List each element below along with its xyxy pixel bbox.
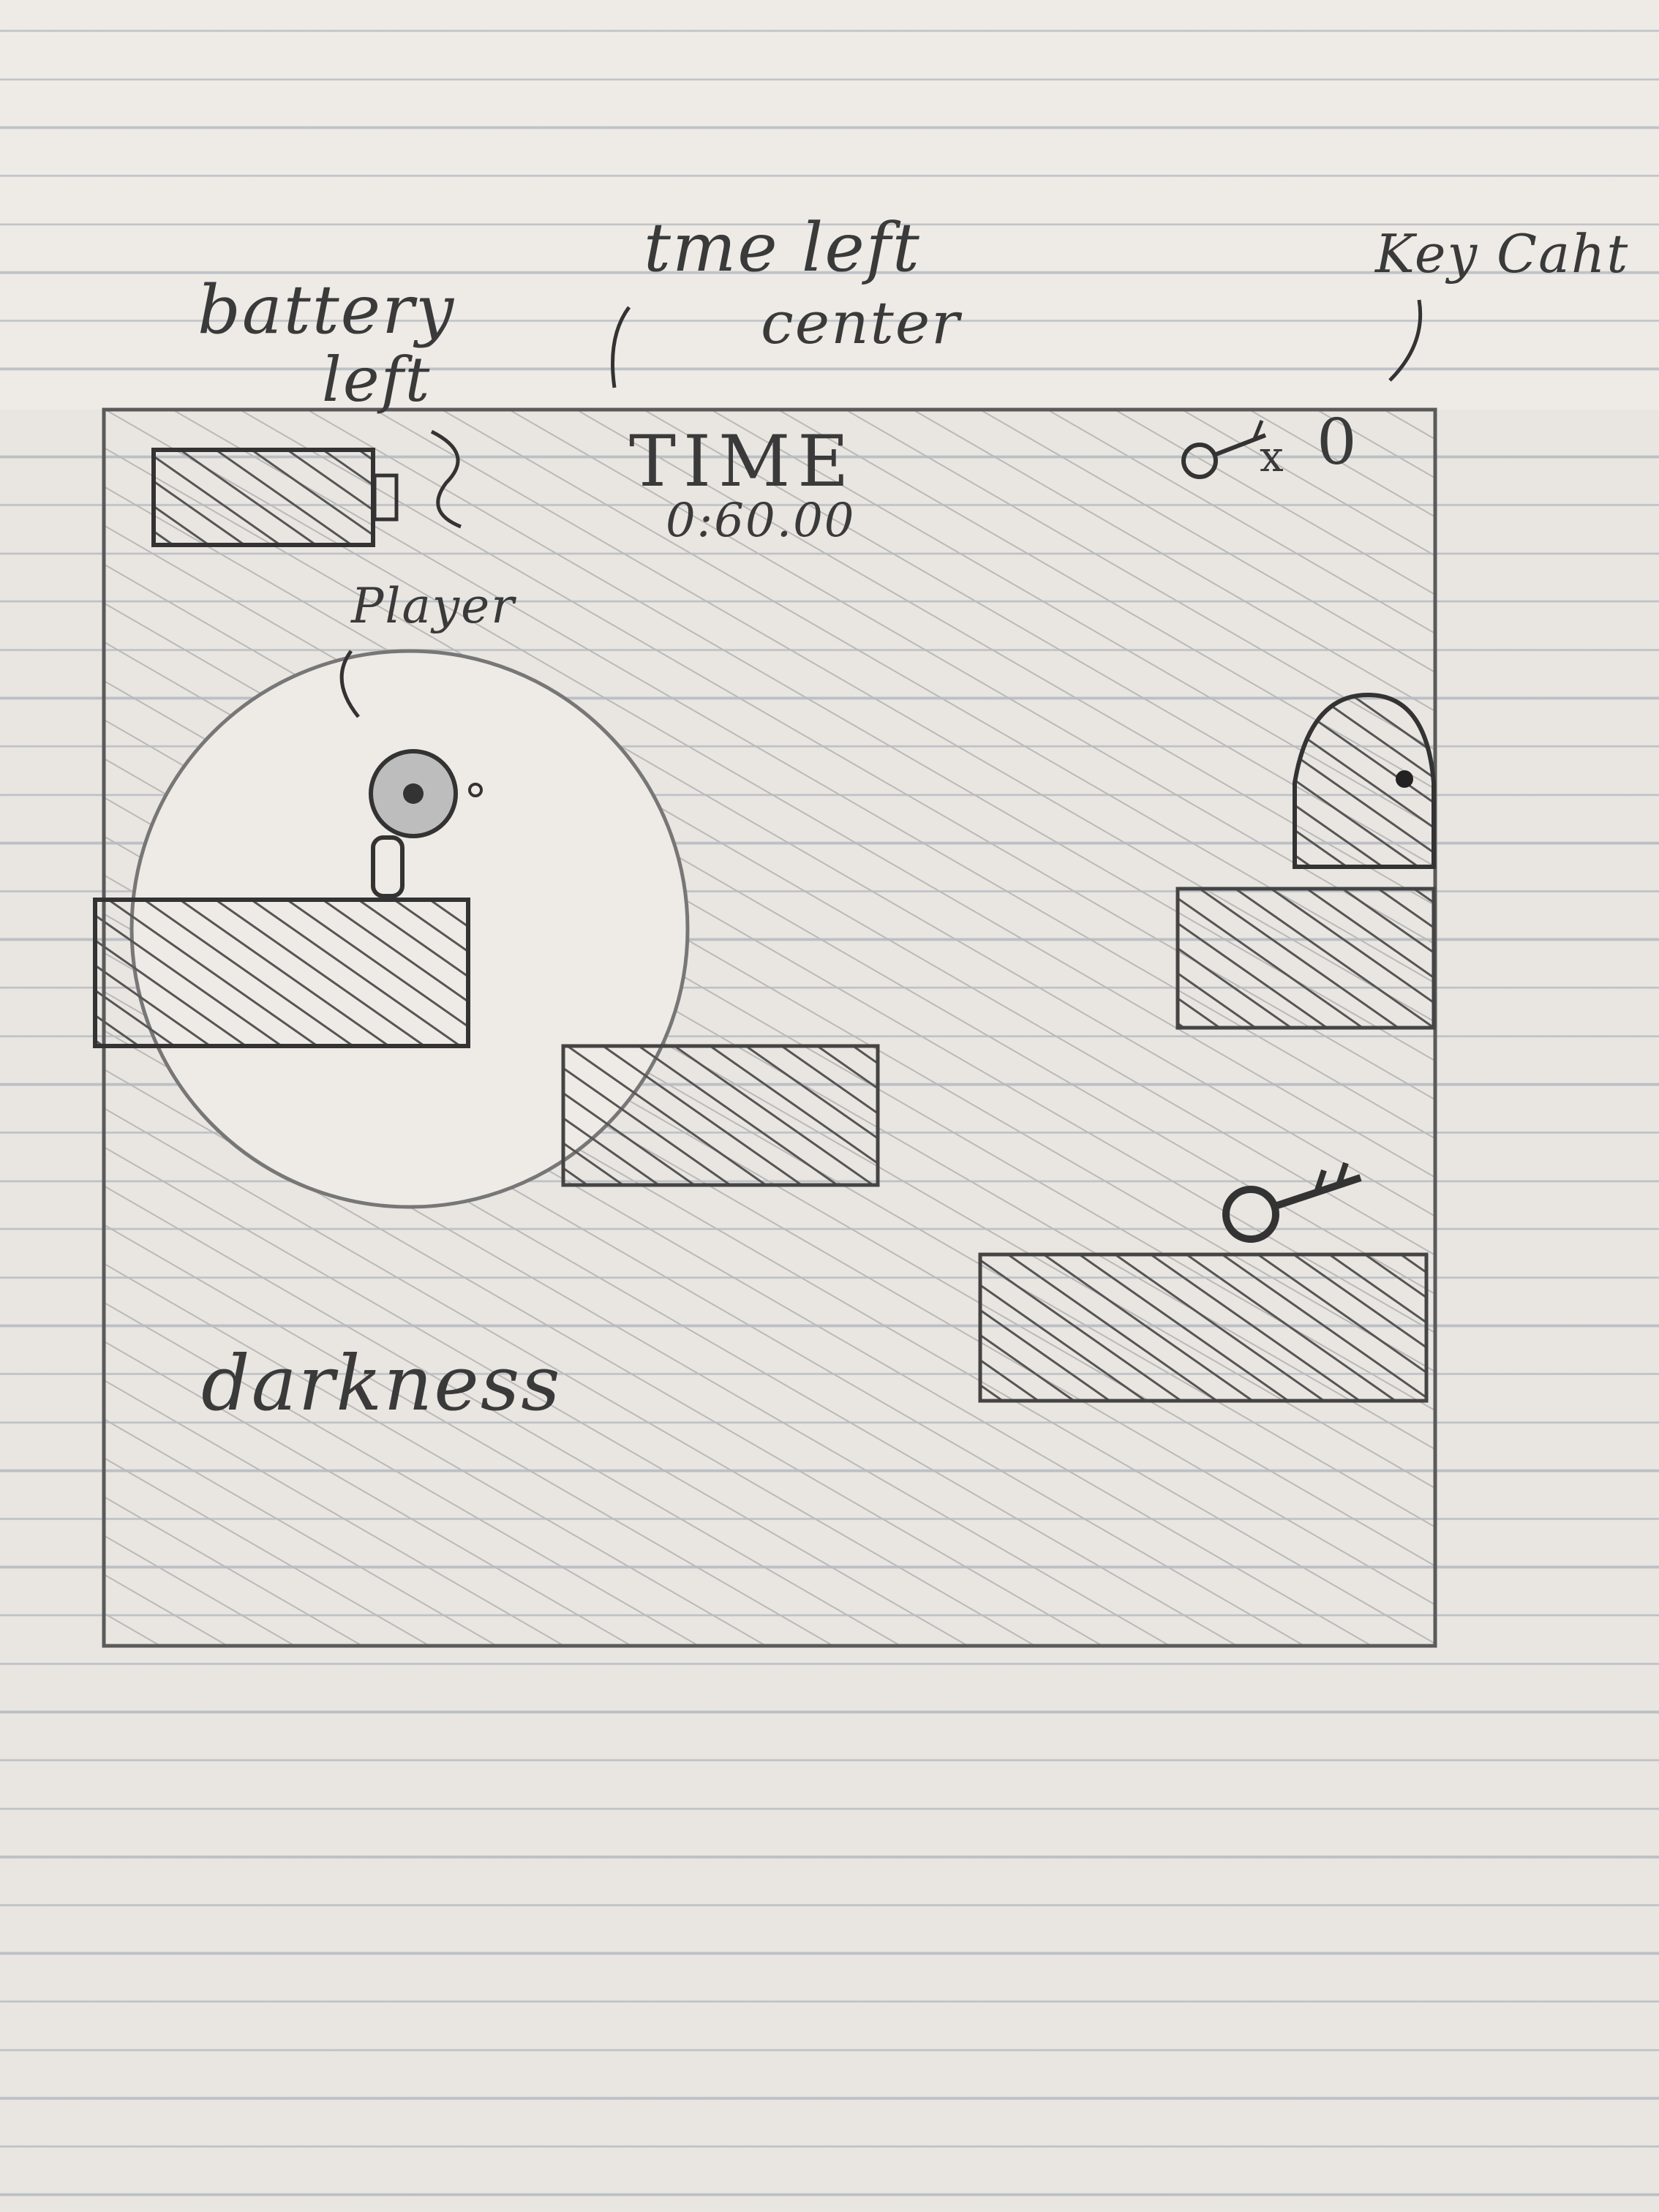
key-count-value: 0 — [1317, 406, 1358, 479]
platform-left — [93, 898, 470, 1048]
door-icon — [1293, 692, 1436, 869]
key-count-icon — [1181, 420, 1267, 479]
key-multiplier: x — [1260, 432, 1285, 481]
platform-right-lower — [978, 1252, 1429, 1403]
battery-annotation-line2: left — [322, 344, 432, 415]
player-character — [369, 749, 483, 898]
battery-icon — [151, 448, 399, 547]
time-value: 0:60.00 — [666, 494, 856, 548]
time-annotation-line1: tme left — [644, 208, 921, 287]
platform-middle — [561, 1044, 880, 1187]
battery-annotation-line1: battery — [198, 271, 456, 349]
player-annotation: Player — [351, 578, 516, 634]
key-count-annotation: Key Caht — [1375, 223, 1630, 285]
darkness-annotation: darkness — [201, 1339, 562, 1428]
time-title: TIME — [629, 421, 857, 503]
platform-right-upper — [1175, 887, 1436, 1030]
time-annotation-line2: center — [761, 289, 961, 357]
key-pickup-icon — [1222, 1162, 1362, 1243]
